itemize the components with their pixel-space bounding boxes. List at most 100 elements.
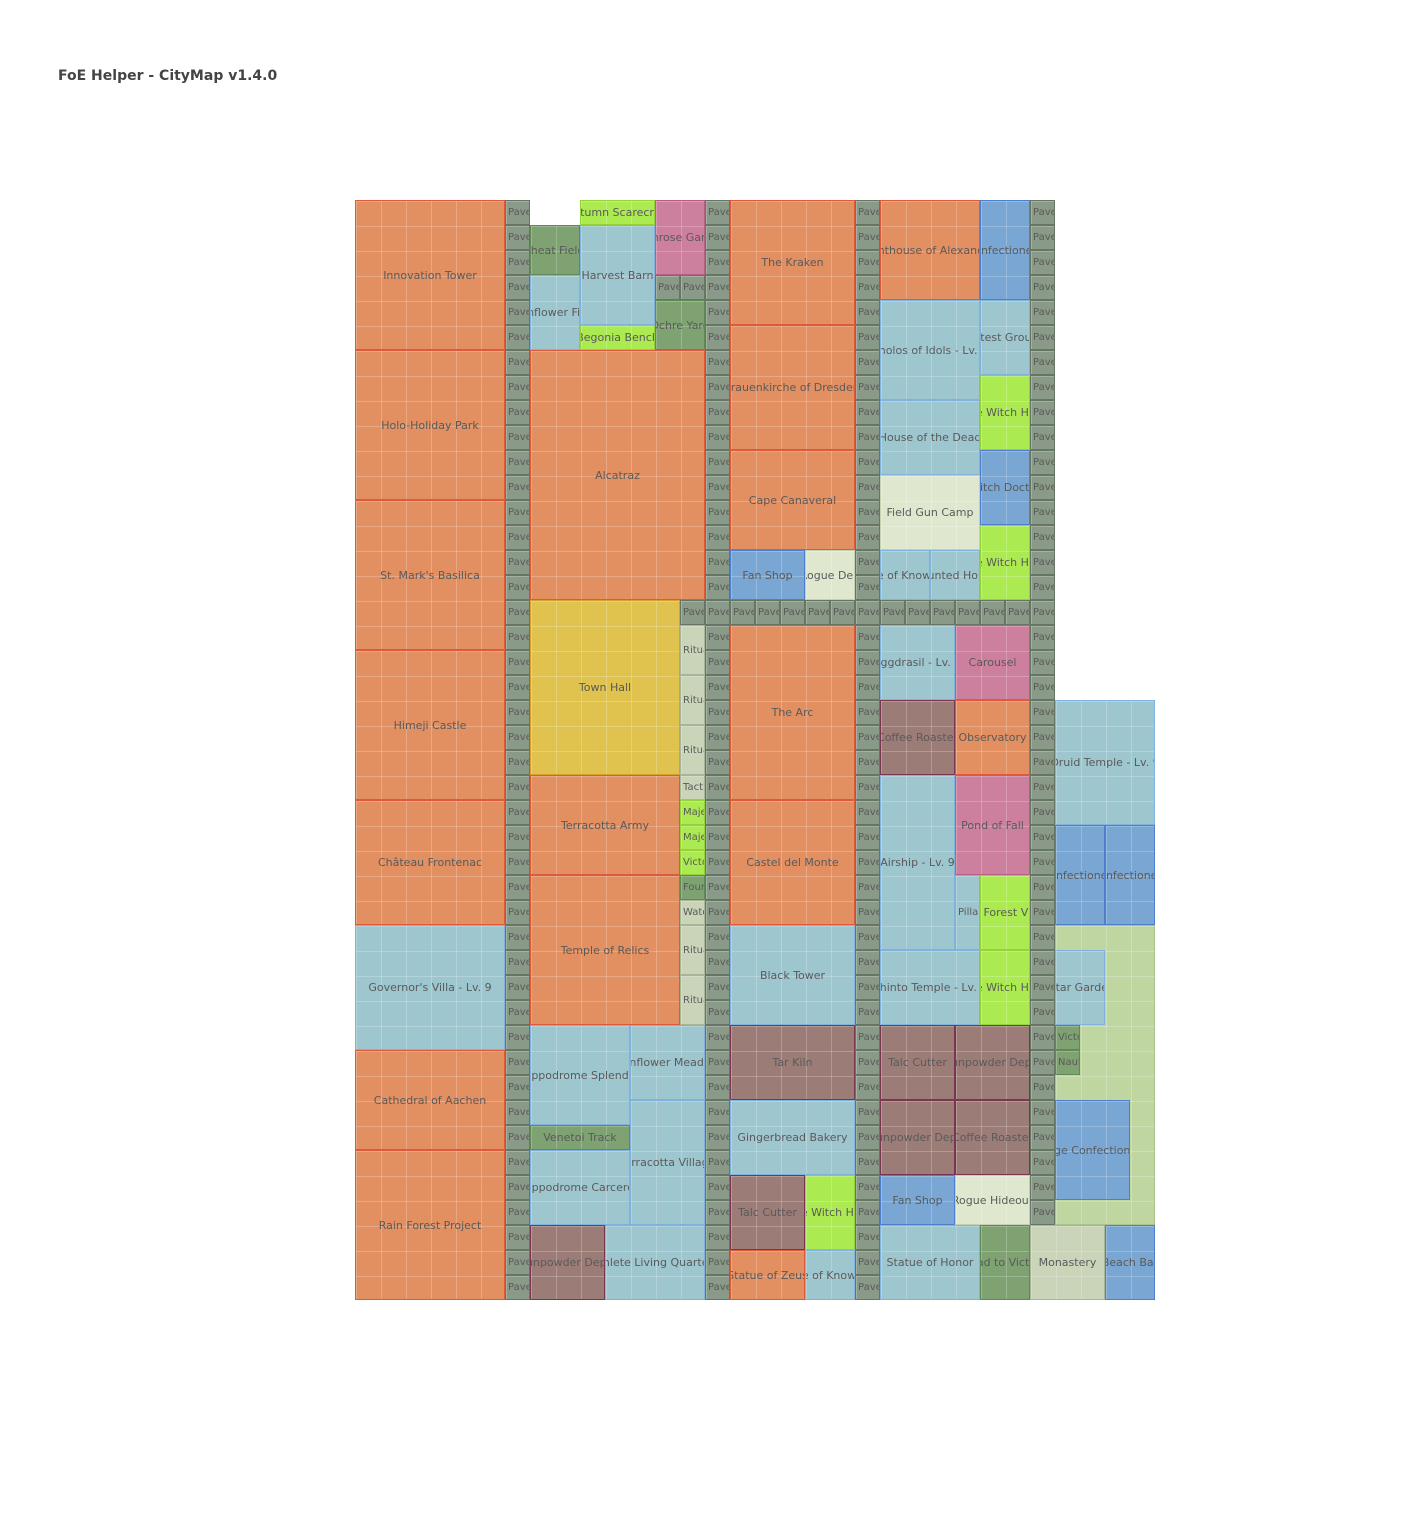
building-ritual-site[interactable]: Ritual Site bbox=[680, 625, 705, 675]
road-tile[interactable]: Pavement bbox=[1030, 1000, 1055, 1025]
road-tile[interactable]: Pavement bbox=[705, 925, 730, 950]
road-tile[interactable]: Pavement bbox=[505, 375, 530, 400]
building-sunflower-field[interactable]: Sunflower Field bbox=[530, 275, 580, 350]
road-tile[interactable]: Pavement bbox=[1030, 775, 1055, 800]
building-majestic-garden[interactable]: Majestic Garden bbox=[680, 825, 705, 850]
road-tile[interactable]: Pavement bbox=[855, 750, 880, 775]
road-tile[interactable]: Pavement bbox=[505, 975, 530, 1000]
building-little-witch-house[interactable]: Little Witch House bbox=[980, 950, 1030, 1025]
road-tile[interactable]: Pavement bbox=[505, 325, 530, 350]
building-gunpowder-depot[interactable]: Gunpowder Depot bbox=[530, 1225, 605, 1300]
building-st-mark-s-basilica[interactable]: St. Mark's Basilica bbox=[355, 500, 505, 650]
building-tar-kiln[interactable]: Tar Kiln bbox=[730, 1025, 855, 1100]
road-tile[interactable]: Pavement bbox=[505, 1050, 530, 1075]
road-tile[interactable]: Pavement bbox=[505, 825, 530, 850]
road-tile[interactable]: Pavement bbox=[705, 1050, 730, 1075]
road-tile[interactable]: Pavement bbox=[855, 1125, 880, 1150]
building-alcatraz[interactable]: Alcatraz bbox=[530, 350, 705, 600]
road-tile[interactable]: Pavement bbox=[855, 200, 880, 225]
building-black-tower[interactable]: Black Tower bbox=[730, 925, 855, 1025]
road-tile[interactable]: Pavement bbox=[505, 1250, 530, 1275]
building-tholos-of-idols-lv-9[interactable]: Tholos of Idols - Lv. 9 bbox=[880, 300, 980, 400]
building-house-of-the-dead[interactable]: House of the Dead bbox=[880, 400, 980, 475]
road-tile[interactable]: Pavement bbox=[505, 675, 530, 700]
road-tile[interactable]: Pavement bbox=[805, 600, 830, 625]
building-talc-cutter[interactable]: Talc Cutter bbox=[730, 1175, 805, 1250]
building-harvest-barn[interactable]: Harvest Barn bbox=[580, 225, 655, 325]
road-tile[interactable]: Pavement bbox=[755, 600, 780, 625]
road-tile[interactable]: Pavement bbox=[705, 300, 730, 325]
road-tile[interactable]: Pavement bbox=[680, 600, 705, 625]
road-tile[interactable]: Pavement bbox=[1030, 800, 1055, 825]
road-tile[interactable]: Pavement bbox=[505, 1175, 530, 1200]
road-tile[interactable]: Pavement bbox=[505, 925, 530, 950]
road-tile[interactable]: Pavement bbox=[1030, 500, 1055, 525]
road-tile[interactable]: Pavement bbox=[505, 1025, 530, 1050]
building-ritual-site[interactable]: Ritual Site bbox=[680, 725, 705, 775]
road-tile[interactable]: Pavement bbox=[1030, 1075, 1055, 1100]
road-tile[interactable]: Pavement bbox=[855, 425, 880, 450]
building-ritual-site[interactable]: Ritual Site bbox=[680, 925, 705, 975]
road-tile[interactable]: Pavement bbox=[1030, 575, 1055, 600]
building-tactical-camp[interactable]: Tactical Camp bbox=[680, 775, 705, 800]
road-tile[interactable]: Pavement bbox=[855, 875, 880, 900]
road-tile[interactable]: Pavement bbox=[1030, 1025, 1055, 1050]
road-tile[interactable]: Pavement bbox=[855, 450, 880, 475]
building-witch-doctor[interactable]: Witch Doctor bbox=[980, 450, 1030, 525]
road-tile[interactable]: Pavement bbox=[855, 850, 880, 875]
building-terracotta-army[interactable]: Terracotta Army bbox=[530, 775, 680, 875]
road-tile[interactable]: Pavement bbox=[705, 1150, 730, 1175]
building-druid-temple-lv-9[interactable]: Druid Temple - Lv. 9 bbox=[1055, 700, 1155, 825]
road-tile[interactable]: Pavement bbox=[855, 650, 880, 675]
road-tile[interactable]: Pavement bbox=[1030, 1100, 1055, 1125]
road-tile[interactable]: Pavement bbox=[830, 600, 855, 625]
road-tile[interactable]: Pavement bbox=[1030, 925, 1055, 950]
road-tile[interactable]: Pavement bbox=[705, 400, 730, 425]
building-governor-s-villa-lv-9[interactable]: Governor's Villa - Lv. 9 bbox=[355, 925, 505, 1050]
road-tile[interactable]: Pavement bbox=[1005, 600, 1030, 625]
road-tile[interactable]: Pavement bbox=[1030, 275, 1055, 300]
road-tile[interactable]: Pavement bbox=[705, 1250, 730, 1275]
road-tile[interactable]: Pavement bbox=[1030, 700, 1055, 725]
road-tile[interactable]: Pavement bbox=[705, 650, 730, 675]
road-tile[interactable]: Pavement bbox=[505, 1100, 530, 1125]
road-tile[interactable]: Pavement bbox=[1030, 675, 1055, 700]
building-victory-tower[interactable]: Victory Tower bbox=[680, 850, 705, 875]
road-tile[interactable]: Pavement bbox=[505, 600, 530, 625]
building-coffee-roaster[interactable]: Coffee Roaster bbox=[955, 1100, 1030, 1175]
road-tile[interactable]: Pavement bbox=[505, 425, 530, 450]
road-tile[interactable]: Pavement bbox=[855, 725, 880, 750]
road-tile[interactable]: Pavement bbox=[705, 1100, 730, 1125]
building-little-witch-house[interactable]: Little Witch House bbox=[805, 1175, 855, 1250]
road-tile[interactable]: Pavement bbox=[880, 600, 905, 625]
road-tile[interactable]: Pavement bbox=[1030, 850, 1055, 875]
road-tile[interactable]: Pavement bbox=[505, 475, 530, 500]
road-tile[interactable]: Pavement bbox=[730, 600, 755, 625]
building-gingerbread-bakery[interactable]: Gingerbread Bakery bbox=[730, 1100, 855, 1175]
road-tile[interactable]: Pavement bbox=[855, 575, 880, 600]
road-tile[interactable]: Pavement bbox=[505, 625, 530, 650]
road-tile[interactable]: Pavement bbox=[705, 950, 730, 975]
road-tile[interactable]: Pavement bbox=[705, 1075, 730, 1100]
road-tile[interactable]: Pavement bbox=[705, 225, 730, 250]
building-venetoi-track[interactable]: Venetoi Track bbox=[530, 1125, 630, 1150]
building-holo-holiday-park[interactable]: Holo-Holiday Park bbox=[355, 350, 505, 500]
road-tile[interactable]: Pavement bbox=[705, 1000, 730, 1025]
building-confectionery[interactable]: Confectionery bbox=[1055, 825, 1105, 925]
building-statue-of-zeus[interactable]: Statue of Zeus bbox=[730, 1250, 805, 1300]
road-tile[interactable]: Pavement bbox=[705, 700, 730, 725]
road-tile[interactable]: Pavement bbox=[1030, 900, 1055, 925]
building-ch-teau-frontenac[interactable]: Château Frontenac bbox=[355, 800, 505, 925]
road-tile[interactable]: Pavement bbox=[855, 700, 880, 725]
road-tile[interactable]: Pavement bbox=[1030, 725, 1055, 750]
road-tile[interactable]: Pavement bbox=[705, 775, 730, 800]
road-tile[interactable]: Pavement bbox=[505, 500, 530, 525]
road-tile[interactable]: Pavement bbox=[705, 750, 730, 775]
road-tile[interactable]: Pavement bbox=[505, 900, 530, 925]
road-tile[interactable]: Pavement bbox=[705, 450, 730, 475]
road-tile[interactable]: Pavement bbox=[855, 675, 880, 700]
road-tile[interactable]: Pavement bbox=[855, 825, 880, 850]
road-tile[interactable]: Pavement bbox=[780, 600, 805, 625]
road-tile[interactable]: Pavement bbox=[505, 650, 530, 675]
building-fan-shop[interactable]: Fan Shop bbox=[730, 550, 805, 600]
